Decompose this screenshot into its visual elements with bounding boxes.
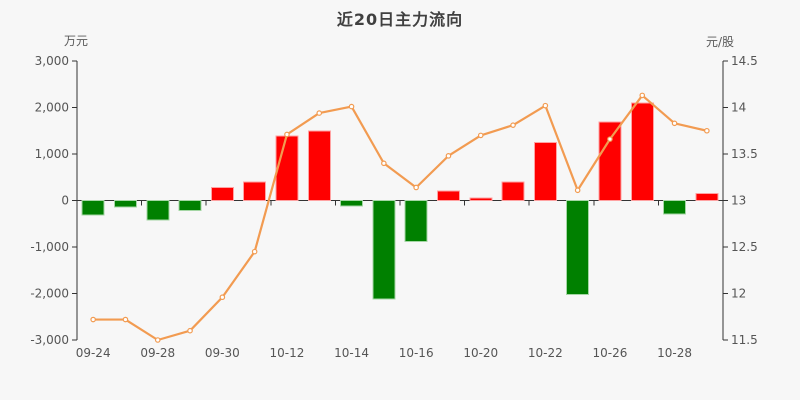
left-axis-tick-label: -2,000 [30, 287, 69, 301]
flow-bar [404, 200, 428, 242]
x-axis-label: 09-30 [205, 346, 240, 360]
flow-bar [307, 130, 331, 201]
price-point [510, 122, 516, 128]
flow-bar [663, 200, 687, 215]
x-axis-label: 10-26 [593, 346, 628, 360]
flow-bars [81, 102, 719, 300]
flow-bar [630, 102, 654, 201]
price-point [477, 132, 484, 139]
left-axis-ticks: 3,000 2,000 1,000 0 -1,000 -2,000 -3,000 [30, 54, 77, 347]
price-point [154, 337, 161, 343]
flow-bar [275, 135, 299, 202]
flow-bar [372, 200, 396, 300]
price-point [704, 127, 710, 134]
left-axis-tick-label: -3,000 [30, 333, 69, 347]
price-point [671, 120, 678, 127]
price-point [90, 316, 96, 323]
x-axis-label: 10-20 [463, 346, 498, 360]
right-axis-tick-label: 12.5 [731, 240, 758, 254]
price-point [413, 184, 419, 191]
x-axis-label: 09-24 [76, 346, 111, 360]
left-axis-tick-label: 1,000 [35, 147, 69, 161]
right-axis-unit: 元/股 [706, 35, 735, 49]
price-line-series [90, 92, 710, 343]
flow-bar [469, 197, 493, 202]
price-point [445, 153, 452, 159]
x-axis-label: 10-28 [657, 346, 692, 360]
price-point [284, 131, 290, 138]
x-axis-label: 10-12 [270, 346, 305, 360]
flow-bar [81, 200, 105, 216]
left-axis-tick-label: -1,000 [30, 240, 69, 254]
price-point [122, 316, 129, 323]
flow-bar [243, 181, 267, 201]
flow-bar [501, 181, 525, 201]
price-point [381, 160, 387, 167]
price-point [316, 110, 323, 116]
x-axis: 09-24 09-28 09-30 10-12 10-14 10-16 10-20 10-22… [76, 200, 724, 360]
flow-bar [210, 186, 234, 201]
price-point [639, 92, 646, 99]
price-point [187, 327, 193, 334]
flow-bar [695, 193, 719, 201]
flow-bar [566, 200, 590, 295]
x-axis-label: 09-28 [140, 346, 175, 360]
flow-bar [146, 200, 170, 221]
flow-bar [113, 200, 137, 208]
price-line [92, 94, 708, 342]
flow-bar [436, 190, 460, 201]
right-axis-tick-label: 12 [731, 287, 746, 301]
price-point [348, 103, 355, 110]
price-point [219, 294, 226, 301]
price-point [251, 248, 258, 255]
chart-title: 近20日主力流向 [336, 10, 464, 29]
flow-bar [340, 200, 364, 207]
left-axis-tick-label: 2,000 [35, 101, 69, 115]
x-axis-label: 10-14 [334, 346, 369, 360]
x-axis-label: 10-22 [528, 346, 563, 360]
flow-bar [178, 200, 202, 212]
price-point [574, 187, 581, 194]
right-axis-tick-label: 14 [731, 101, 746, 115]
left-axis-unit: 万元 [64, 34, 89, 48]
left-axis-tick-label: 0 [61, 194, 69, 208]
price-point [607, 136, 613, 142]
right-axis-tick-label: 14.5 [731, 54, 758, 68]
price-point [542, 102, 549, 109]
right-axis-ticks: 14.5 14 13.5 13 12.5 12 11.5 [723, 54, 758, 347]
flow-bar [598, 121, 622, 201]
left-axis-tick-label: 3,000 [35, 54, 69, 68]
x-axis-label: 10-16 [399, 346, 434, 360]
right-axis-tick-label: 11.5 [731, 333, 758, 347]
flow-bar [533, 141, 557, 201]
right-axis-tick-label: 13 [731, 194, 746, 208]
right-axis-tick-label: 13.5 [731, 147, 758, 161]
